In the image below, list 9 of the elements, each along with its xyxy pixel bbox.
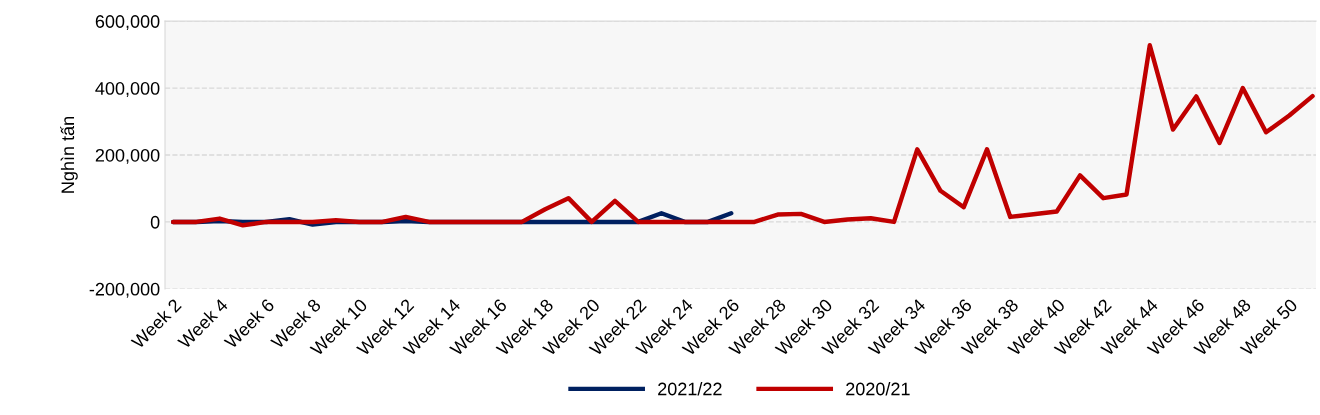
y-tick-label: -200,000 <box>89 282 160 298</box>
legend-label: 2021/22 <box>658 382 722 396</box>
line-series <box>170 43 1315 228</box>
y-axis-title: Nghìn tấn <box>60 117 78 193</box>
y-tick-label: 200,000 <box>95 148 160 164</box>
y-tick-label: 400,000 <box>95 82 160 97</box>
y-tick-label: 0 <box>150 215 160 229</box>
legend-label: 2020/21 <box>846 382 910 396</box>
y-tick-label: 600,000 <box>95 15 160 31</box>
